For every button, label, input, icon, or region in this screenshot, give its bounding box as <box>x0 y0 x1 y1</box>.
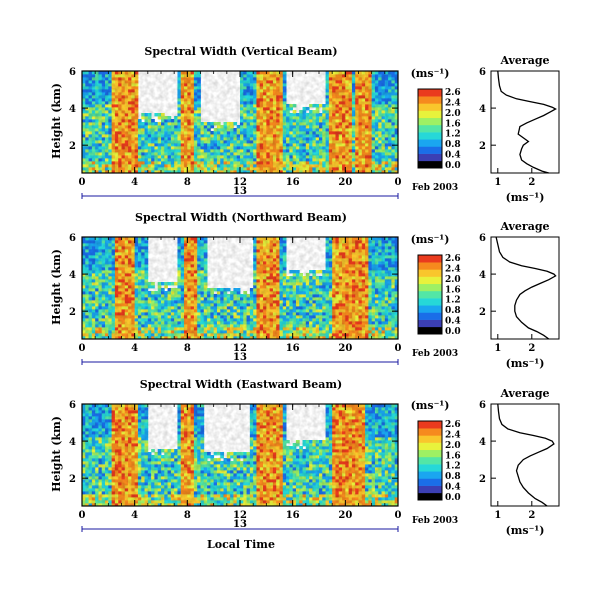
panel-northward: Spectral Width (Northward Beam) Height (… <box>50 211 560 370</box>
panel-title-northward: Spectral Width (Northward Beam) <box>135 211 347 224</box>
average-y-tick-label: 4 <box>479 104 486 115</box>
colorbar-swatch <box>418 96 442 104</box>
x-tick-label: 0 <box>395 177 402 188</box>
y-tick-label: 2 <box>69 141 76 152</box>
colorbar-swatch <box>418 139 442 147</box>
x-tick-label: 20 <box>338 177 352 188</box>
colorbar-tick-label: 0.4 <box>445 151 461 161</box>
colorbar-swatch <box>418 160 442 169</box>
average-x-label: (ms⁻¹) <box>506 191 545 204</box>
colorbar-swatch <box>418 89 442 97</box>
day-label: 13 <box>233 186 247 197</box>
colorbar-swatch <box>418 132 442 140</box>
colorbar-tick-label: 2.4 <box>445 98 461 108</box>
panel-vertical: Spectral Width (Vertical Beam) Height (k… <box>50 45 560 204</box>
heatmap-axes-vertical: 0 4 8 12 16 20 0 6 4 2 <box>69 67 401 188</box>
colorbar-swatch <box>418 117 442 126</box>
y-tick-label: 6 <box>69 67 76 78</box>
colorbar-frame <box>417 88 443 169</box>
y-axis-label: Height (km) <box>50 249 63 325</box>
average-x-tick-label: 1 <box>494 177 501 188</box>
panel-title-vertical: Spectral Width (Vertical Beam) <box>144 45 337 58</box>
average-profile-vertical: Average 6 4 2 1 2 (ms⁻¹) <box>479 54 560 204</box>
heatmap-texture <box>82 71 398 173</box>
colorbar-swatch <box>418 153 442 162</box>
colorbar-swatch <box>418 146 442 154</box>
x-tick-label: 8 <box>184 177 191 188</box>
average-x-tick-label: 2 <box>528 177 535 188</box>
average-y-tick-label: 2 <box>479 141 486 152</box>
y-axis-label: Height (km) <box>50 83 63 159</box>
x-tick-label: 12 <box>233 177 247 188</box>
colorbar-tick-label: 2.6 <box>445 88 461 98</box>
colorbar-swatch <box>418 124 442 133</box>
colorbar-swatch <box>418 103 442 111</box>
heatmap-northward <box>82 237 399 340</box>
heatmap-vertical <box>82 71 399 174</box>
x-tick-label: 16 <box>286 177 300 188</box>
average-line <box>497 70 557 174</box>
timeline-vertical: 13 Feb 2003 <box>81 183 458 199</box>
x-tick-label: 0 <box>79 177 86 188</box>
average-title: Average <box>499 54 549 67</box>
average-frame <box>490 70 560 174</box>
colorbar-tick-label: 1.6 <box>445 119 461 129</box>
colorbar-tick-label: 2.0 <box>445 109 461 119</box>
colorbar-swatch <box>418 110 442 119</box>
colorbar-unit: (ms⁻¹) <box>411 67 450 80</box>
date-label: Feb 2003 <box>412 183 458 193</box>
colorbar-tick-label: 0.8 <box>445 140 461 150</box>
average-y-tick-label: 6 <box>479 67 486 78</box>
colorbar-tick-label: 1.2 <box>445 130 461 140</box>
y-tick-label: 4 <box>69 104 76 115</box>
colorbar-vertical: (ms⁻¹) 2.62.42.01.61.20.80.40.0 <box>411 67 461 171</box>
x-tick-label: 4 <box>131 177 138 188</box>
colorbar-tick-label: 0.0 <box>445 161 461 171</box>
